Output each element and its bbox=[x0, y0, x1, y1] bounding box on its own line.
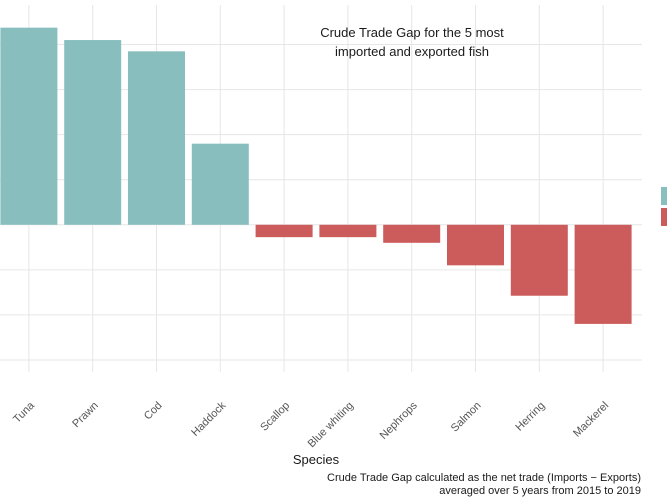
legend-key-negative bbox=[661, 208, 667, 226]
x-tick-label: Salmon bbox=[449, 400, 484, 435]
caption-line-2: averaged over 5 years from 2015 to 2019 bbox=[439, 485, 641, 497]
bar-blue-whiting bbox=[319, 224, 377, 238]
bar-herring bbox=[510, 224, 568, 296]
x-tick-label: Herring bbox=[513, 400, 547, 434]
x-tick-label: Haddock bbox=[189, 399, 229, 439]
bar-cod bbox=[128, 51, 185, 225]
x-tick-label: Nephrops bbox=[378, 399, 421, 442]
bars bbox=[0, 27, 632, 324]
x-tick-label: Tuna bbox=[11, 399, 38, 426]
bar-prawn bbox=[64, 40, 122, 225]
bar-scallop bbox=[255, 224, 313, 238]
chart-title-line-2: imported and exported fish bbox=[335, 44, 489, 59]
bar-salmon bbox=[447, 224, 504, 266]
x-tick-labels: Tuna Prawn Cod Haddock Scallop Blue whiting Ne… bbox=[11, 399, 611, 450]
x-tick-label: Blue whiting bbox=[306, 400, 356, 450]
bar-haddock bbox=[191, 143, 249, 225]
bar-tuna bbox=[0, 27, 58, 225]
legend-key-positive bbox=[661, 187, 667, 205]
bar-mackerel bbox=[574, 224, 632, 324]
x-tick-label: Prawn bbox=[70, 400, 101, 431]
bar-nephrops bbox=[383, 224, 441, 243]
legend-keys-cropped bbox=[661, 187, 667, 226]
chart-title-line-1: Crude Trade Gap for the 5 most bbox=[320, 25, 504, 40]
x-tick-label: Scallop bbox=[258, 400, 292, 434]
x-axis-title: Species bbox=[293, 452, 340, 467]
caption-line-1: Crude Trade Gap calculated as the net tr… bbox=[327, 472, 641, 484]
x-tick-label: Cod bbox=[142, 400, 165, 423]
x-tick-label: Mackerel bbox=[571, 400, 611, 440]
